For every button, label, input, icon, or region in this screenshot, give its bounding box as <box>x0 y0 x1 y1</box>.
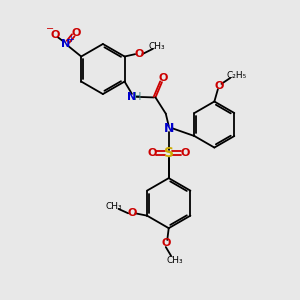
Text: CH₃: CH₃ <box>148 42 165 51</box>
Text: O: O <box>134 49 143 59</box>
Text: O: O <box>127 208 136 218</box>
Text: N: N <box>164 122 174 135</box>
Text: C₂H₅: C₂H₅ <box>226 70 246 80</box>
Text: O: O <box>147 148 157 158</box>
Text: CH₃: CH₃ <box>166 256 183 265</box>
Text: −: − <box>46 24 54 34</box>
Text: N: N <box>127 92 136 102</box>
Text: N: N <box>61 39 70 49</box>
Text: CH₃: CH₃ <box>105 202 122 211</box>
Text: O: O <box>50 30 59 40</box>
Text: O: O <box>215 81 224 91</box>
Text: H: H <box>134 92 141 102</box>
Text: O: O <box>71 28 81 38</box>
Text: S: S <box>164 146 174 160</box>
Text: +: + <box>67 34 74 43</box>
Text: O: O <box>181 148 190 158</box>
Text: O: O <box>158 73 167 83</box>
Text: O: O <box>161 238 170 248</box>
